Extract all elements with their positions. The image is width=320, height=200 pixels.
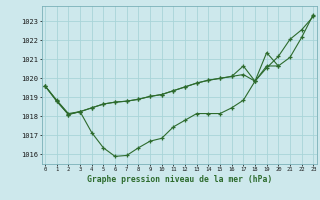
X-axis label: Graphe pression niveau de la mer (hPa): Graphe pression niveau de la mer (hPa)	[87, 175, 272, 184]
